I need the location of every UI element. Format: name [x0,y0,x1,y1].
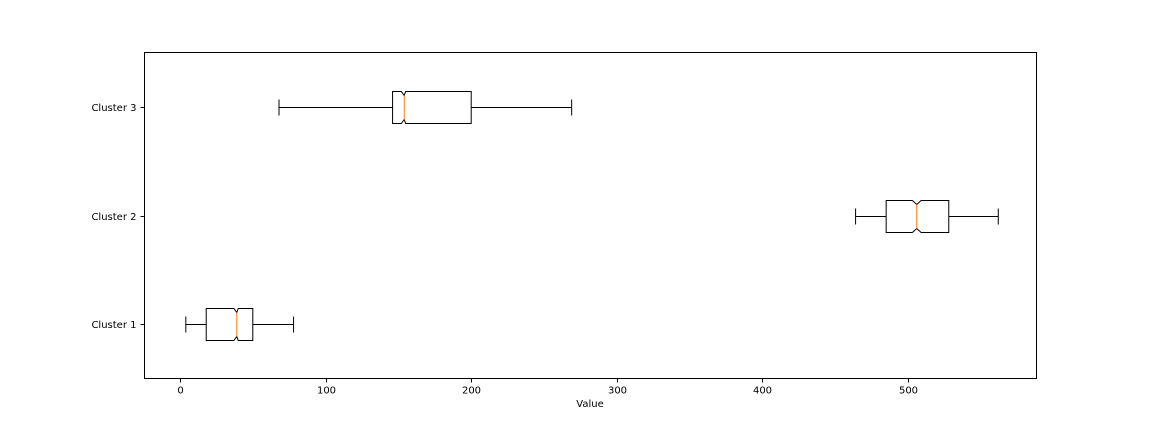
x-tick-label: 100 [317,386,336,397]
x-tick-label: 500 [899,386,918,397]
y-tick-label: Cluster 2 [91,212,136,223]
x-axis-title: Value [576,399,603,410]
plot-frame [144,52,1037,379]
y-axis-ticks: Cluster 1 Cluster 2 Cluster 3 [91,103,145,331]
x-tick-label: 400 [753,386,772,397]
box-2 [855,200,999,233]
box-1 [185,308,295,341]
box-3 [278,91,573,124]
x-tick-label: 200 [462,386,481,397]
box-body [885,200,950,233]
y-tick-label: Cluster 1 [91,320,136,331]
box-body [392,91,472,124]
x-tick-label: 0 [177,386,183,397]
y-tick-label: Cluster 3 [91,103,136,114]
boxes-layer [185,91,999,341]
x-tick-label: 300 [608,386,627,397]
x-axis-ticks: 0 100 200 300 400 500 [177,378,918,397]
box-body [205,308,254,341]
